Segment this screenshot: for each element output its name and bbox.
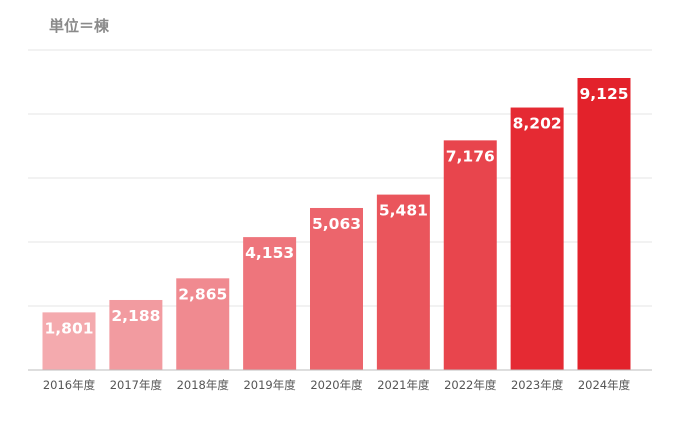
value-label: 5,481 [379, 202, 428, 220]
x-tick-label: 2019年度 [243, 378, 296, 392]
value-label: 8,202 [513, 115, 562, 133]
x-tick-label: 2018年度 [177, 378, 230, 392]
value-label: 4,153 [245, 244, 294, 262]
x-tick-labels: 2016年度 2017年度 2018年度 2019年度 2020年度 2021年度 2022… [43, 378, 631, 392]
bar [577, 78, 631, 370]
bar [310, 207, 363, 370]
bar [176, 278, 230, 370]
x-tick-label: 2023年度 [511, 378, 564, 392]
x-tick-label: 2024年度 [578, 378, 631, 392]
value-labels: 1,801 2,188 2,865 4,153 5,063 5,481 7,176 8,202… [44, 85, 628, 337]
x-tick-label: 2020年度 [310, 378, 363, 392]
x-tick-label: 2016年度 [43, 378, 96, 392]
value-label: 1,801 [44, 319, 93, 337]
unit-label: 単位＝棟 [49, 17, 110, 35]
bar [376, 194, 430, 370]
x-tick-label: 2021年度 [377, 378, 430, 392]
bar [109, 299, 163, 370]
bar [243, 237, 297, 370]
value-label: 2,188 [111, 307, 160, 325]
value-label: 2,865 [178, 285, 227, 303]
bars [42, 78, 631, 370]
bar [42, 312, 96, 370]
bar [443, 140, 497, 370]
x-tick-label: 2017年度 [110, 378, 163, 392]
value-label: 5,063 [312, 215, 361, 233]
x-tick-label: 2022年度 [444, 378, 497, 392]
bar [510, 107, 564, 370]
value-label: 9,125 [579, 85, 628, 103]
value-label: 7,176 [446, 147, 495, 165]
